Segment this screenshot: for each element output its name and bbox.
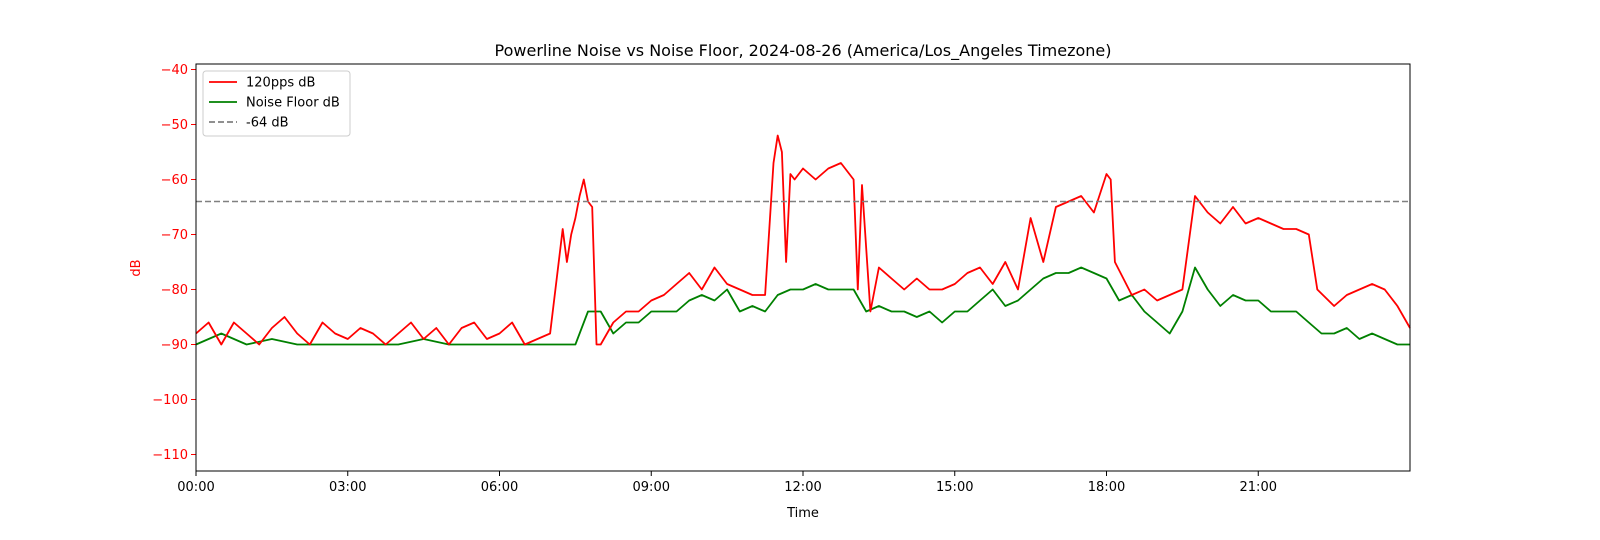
- plot-frame: [195, 63, 1411, 472]
- y-axis: −40 −50 −60 −70 −80 −90 −100 −110: [152, 63, 196, 463]
- x-axis-label: Time: [786, 506, 819, 521]
- legend-entry-label: -64 dB: [246, 116, 289, 131]
- plot-area: [195, 134, 1411, 346]
- x-tick-label: 15:00: [936, 480, 973, 495]
- y-tick-label: −90: [161, 338, 188, 353]
- y-tick-label: −110: [152, 448, 188, 463]
- y-tick-label: −80: [161, 283, 188, 298]
- x-tick-label: 09:00: [633, 480, 670, 495]
- series-120pps-line: [195, 134, 1411, 346]
- y-tick-label: −70: [161, 228, 188, 243]
- chart-title: Powerline Noise vs Noise Floor, 2024-08-…: [495, 41, 1112, 61]
- x-axis: 00:00 03:00 06:00 09:00 12:00 15:00 18:00 21:00: [177, 471, 1277, 495]
- legend-entry-label: 120pps dB: [246, 76, 315, 91]
- y-tick-label: −40: [161, 63, 188, 78]
- x-tick-label: 21:00: [1240, 480, 1277, 495]
- x-tick-label: 03:00: [329, 480, 366, 495]
- legend-entry-label: Noise Floor dB: [246, 96, 340, 111]
- x-tick-label: 06:00: [481, 480, 518, 495]
- x-tick-label: 12:00: [784, 480, 821, 495]
- y-axis-label: dB: [129, 259, 144, 276]
- y-tick-label: −60: [161, 173, 188, 188]
- legend: 120pps dB Noise Floor dB -64 dB: [202, 70, 351, 137]
- y-tick-label: −50: [161, 118, 188, 133]
- y-tick-label: −100: [152, 393, 188, 408]
- x-tick-label: 18:00: [1088, 480, 1125, 495]
- legend-box: [202, 70, 351, 137]
- x-tick-label: 00:00: [177, 480, 214, 495]
- series-noise-floor-line: [195, 266, 1410, 346]
